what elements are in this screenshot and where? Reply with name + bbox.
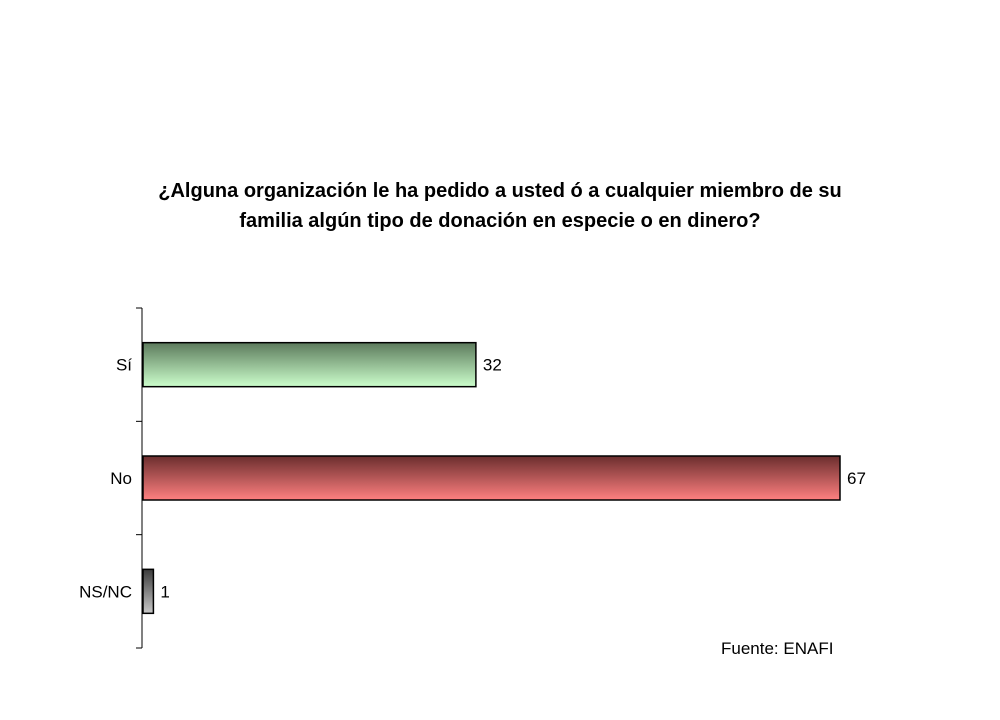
chart-title-line-2: familia algún tipo de donación en especi…	[239, 210, 761, 232]
data-label: 1	[160, 582, 169, 601]
category-label: Sí	[116, 356, 132, 375]
category-label: NS/NC	[79, 582, 132, 601]
bar-1	[142, 455, 841, 501]
bar-0	[142, 341, 477, 388]
data-label: 67	[847, 469, 866, 488]
source-note: Fuente: ENAFI	[721, 639, 834, 658]
category-label: No	[110, 469, 132, 488]
bar-2	[142, 568, 155, 615]
chart-title-line-1: ¿Alguna organización le ha pedido a uste…	[158, 180, 842, 202]
chart-title: ¿Alguna organización le ha pedido a uste…	[60, 176, 940, 236]
data-label: 32	[483, 356, 502, 375]
